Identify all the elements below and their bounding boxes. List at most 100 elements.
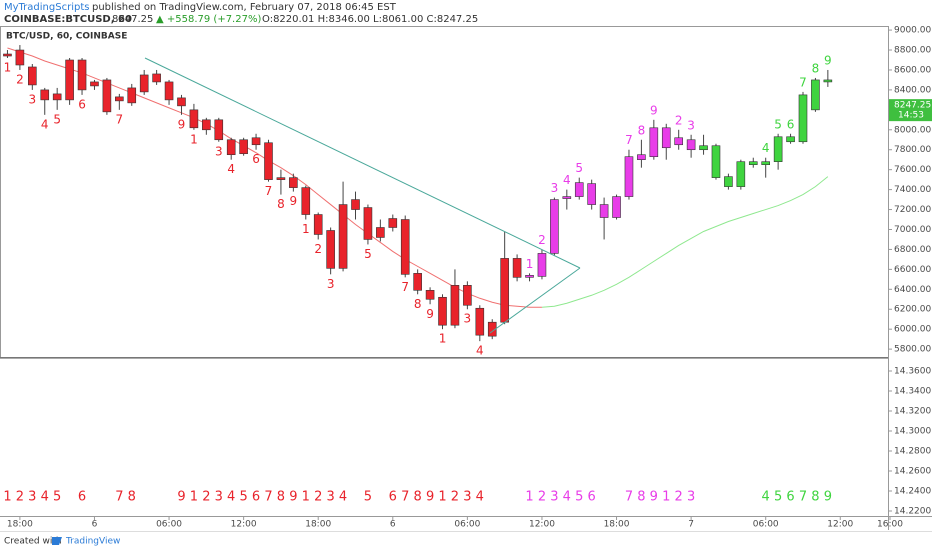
setup-count: 3 [327, 277, 335, 291]
lower-y-tick-label: 14.2800 [894, 447, 931, 457]
candle-body [748, 161, 758, 165]
count-row-number: 1 [302, 490, 310, 505]
setup-count: 7 [799, 75, 807, 89]
count-row-number: 4 [563, 490, 571, 505]
setup-count: 8 [277, 197, 285, 211]
count-row-number: 3 [28, 490, 36, 505]
count-row-number: 7 [264, 490, 272, 505]
trend-line [144, 57, 581, 269]
y-tick-label: 6800.00 [894, 245, 931, 255]
count-row-number: 1 [525, 490, 533, 505]
candle-body [40, 89, 50, 101]
candle-body [711, 145, 721, 178]
setup-count: 8 [414, 297, 422, 311]
moving-average [541, 176, 829, 308]
count-row-number: 6 [252, 490, 260, 505]
count-row-number: 6 [786, 490, 794, 505]
pane-title: BTC/USD, 60, COINBASE [6, 32, 127, 42]
candle-body [425, 290, 435, 300]
setup-count: 9 [290, 194, 298, 208]
y-tick-label: 8400.00 [894, 85, 931, 95]
y-tick-label: 6000.00 [894, 325, 931, 335]
setup-count: 5 [774, 117, 782, 131]
setup-count: 4 [563, 173, 571, 187]
candle-body [363, 207, 373, 240]
candle-body [599, 204, 609, 218]
count-row-number: 2 [202, 490, 210, 505]
candle-body [326, 230, 335, 269]
setup-count: 9 [426, 307, 434, 321]
setup-count: 3 [215, 144, 223, 158]
candle-body [761, 161, 770, 165]
candle-body [351, 199, 360, 210]
candle-body [823, 79, 833, 83]
y-tick-label: 7600.00 [894, 165, 931, 175]
candle-body [413, 273, 422, 291]
count-row-number: 7 [115, 490, 123, 505]
setup-count: 3 [464, 312, 472, 326]
candle-body [500, 258, 509, 323]
candle-body [313, 214, 323, 235]
count-row-number: 1 [190, 490, 198, 505]
last-price-label: 8247.25 [894, 101, 931, 111]
count-row-number: 2 [538, 490, 546, 505]
candle-body [537, 253, 547, 277]
candle-body [798, 94, 808, 143]
setup-count: 1 [190, 132, 198, 146]
candle-body [239, 139, 248, 155]
candle-body [289, 177, 298, 188]
y-tick-label: 7400.00 [894, 185, 931, 195]
candle-body [28, 66, 37, 86]
plot: 5800.00 6000.00 6200.00 6400.00 6600.00 6800.… [3, 26, 932, 530]
candle-body [338, 204, 348, 269]
candle-body [686, 139, 696, 151]
lower-y-tick-label: 14.3000 [894, 427, 931, 437]
setup-count: 7 [401, 280, 409, 294]
count-row-number: 2 [675, 490, 683, 505]
candle-body [177, 97, 186, 107]
candle-body [649, 127, 659, 158]
setup-count: 9 [178, 117, 186, 131]
count-row-number: 3 [463, 490, 471, 505]
setup-count: 5 [575, 161, 583, 175]
count-row-number: 9 [650, 490, 658, 505]
setup-count: 3 [687, 118, 695, 132]
candle-body [562, 196, 572, 199]
x-tick-label: 06:00 [753, 520, 779, 530]
y-tick-label: 8000.00 [894, 125, 931, 135]
candle-body [587, 183, 596, 205]
setup-count: 6 [78, 97, 86, 111]
candle-body [127, 87, 137, 104]
footer-brand[interactable]: TradingView [65, 537, 120, 547]
candle-body [376, 227, 385, 238]
x-tick-label: 06:00 [454, 520, 480, 530]
count-row-number: 7 [625, 490, 633, 505]
count-row-number: 6 [78, 490, 86, 505]
y-tick-label: 6600.00 [894, 265, 931, 275]
x-tick-label: 6 [92, 520, 98, 530]
candle-body [52, 93, 62, 101]
count-row-number: 6 [389, 490, 397, 505]
footer-created: Created with [4, 537, 62, 547]
count-row-number: 4 [762, 490, 770, 505]
author[interactable]: MyTradingScripts [4, 2, 89, 13]
count-row-number: 5 [364, 490, 372, 505]
candle-body [773, 136, 783, 162]
candle-body [475, 307, 485, 336]
candle-body [251, 137, 261, 146]
candle-body [724, 176, 733, 187]
count-row-number: 8 [128, 490, 136, 505]
y-tick-label: 7200.00 [894, 205, 931, 215]
setup-count: 5 [364, 247, 372, 261]
count-row-number: 4 [339, 490, 347, 505]
lower-y-tick-label: 14.2400 [894, 487, 931, 497]
count-row-number: 2 [451, 490, 459, 505]
candle-body [400, 219, 410, 275]
setup-count: 9 [824, 53, 832, 67]
lower-y-tick-label: 14.2200 [894, 507, 931, 517]
candle-body [301, 187, 311, 215]
x-tick-label: 12:00 [827, 520, 853, 530]
y-tick-label: 7800.00 [894, 145, 931, 155]
x-tick-label: 12:00 [529, 520, 555, 530]
